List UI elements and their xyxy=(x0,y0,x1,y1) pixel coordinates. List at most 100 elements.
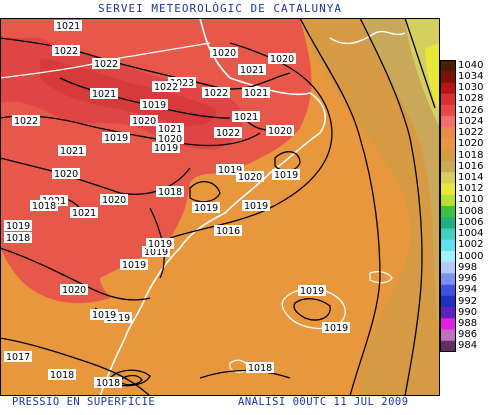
isobar-label: 1018 xyxy=(246,362,274,374)
isobar-value: 1022 xyxy=(94,59,118,70)
legend-label: 998 xyxy=(458,261,478,273)
isobar-value: 1019 xyxy=(148,239,172,250)
legend-label: 986 xyxy=(458,329,478,341)
pressure-field-1010 xyxy=(425,43,440,113)
legend-swatch xyxy=(440,104,456,117)
isobar-value: 1018 xyxy=(158,187,182,198)
isobar-label: 1019 xyxy=(146,238,174,250)
legend-label: 996 xyxy=(458,273,478,284)
isobar-label: 1020 xyxy=(52,168,80,180)
legend-label: 990 xyxy=(458,306,478,318)
legend-label: 994 xyxy=(458,284,478,296)
isobar-value: 1020 xyxy=(102,195,126,206)
legend-swatch xyxy=(440,284,456,297)
legend-swatch xyxy=(440,60,456,72)
legend-swatch xyxy=(440,127,456,139)
isobar-label: 1019 xyxy=(120,259,148,271)
isobar-label: 1021 xyxy=(90,88,118,100)
isobar-value: 1019 xyxy=(142,100,166,111)
isobar-value: 1021 xyxy=(60,146,84,157)
legend-swatch xyxy=(440,93,456,106)
legend-label: 1028 xyxy=(458,93,484,105)
isobar-label: 1023 xyxy=(168,77,196,89)
isobar-value: 1020 xyxy=(62,285,86,296)
legend-label: 1012 xyxy=(458,183,484,195)
isobar-value: 1018 xyxy=(96,378,120,389)
coastline-north xyxy=(329,30,406,45)
isobar-value: 1019 xyxy=(92,310,116,321)
isobar-label: 1018 xyxy=(94,377,122,389)
isobar-value: 1019 xyxy=(244,201,268,212)
legend-label: 1000 xyxy=(458,250,484,262)
isobar-value: 1021 xyxy=(72,208,96,219)
isobar-label: 1018 xyxy=(4,232,32,244)
isobar-value: 1021 xyxy=(240,65,264,76)
isobar-label: 1020 xyxy=(268,53,296,65)
isobar-label: 1018 xyxy=(30,200,58,212)
isobar-label: 1021 xyxy=(232,111,260,123)
pressure-field-1026 xyxy=(40,58,216,127)
isobar-value: 1019 xyxy=(218,165,242,176)
legend-label: 1024 xyxy=(458,115,484,127)
legend-swatch xyxy=(440,206,456,218)
legend-label: 1002 xyxy=(458,239,484,251)
legend-label: 1020 xyxy=(458,138,484,150)
isobar-value: 1020 xyxy=(268,126,292,137)
isobar-label: 1019 xyxy=(242,200,270,212)
isobar-value: 1021 xyxy=(244,88,268,99)
isobar-value: 1017 xyxy=(6,352,30,363)
isobar-value: 1018 xyxy=(248,363,272,374)
isobar-label: 1021 xyxy=(238,64,266,76)
legend-label: 988 xyxy=(458,317,478,329)
pressure-field-1014 xyxy=(360,18,440,348)
legend-swatch xyxy=(440,71,456,83)
isobar-label: 1019 xyxy=(90,309,118,321)
legend-label: 1018 xyxy=(458,149,484,161)
isobar-label: 1017 xyxy=(4,351,32,363)
isobar-value: 1022 xyxy=(54,46,78,57)
legend-label: 1026 xyxy=(458,104,484,116)
map-title: SERVEI METEOROLÒGIC DE CATALUNYA xyxy=(98,2,342,15)
isobar-label: 1016 xyxy=(214,225,242,237)
legend-label: 1022 xyxy=(458,127,484,138)
isobar-label: 1021 xyxy=(242,87,270,99)
isobar-value: 1020 xyxy=(158,134,182,145)
isobar-value: 1018 xyxy=(6,233,30,244)
isobar-label: 1022 xyxy=(214,127,242,139)
isobar-value: 1019 xyxy=(300,286,324,297)
footer-analysis-time: ANÀLISI 00UTC 11 JUL 2009 xyxy=(238,396,409,408)
isobar-label: 1020 xyxy=(156,133,184,145)
isobar-label: 1019 xyxy=(272,169,300,181)
footer-variable: PRESSIÓ EN SUPERFÍCIE xyxy=(12,396,156,408)
isobar-label: 1021 xyxy=(58,145,86,157)
isobar-label: 1022 xyxy=(12,115,40,127)
pressure-field-1016 xyxy=(300,18,440,396)
legend-label: 1014 xyxy=(458,171,484,183)
legend-swatch xyxy=(440,172,456,184)
isobar-value: 1021 xyxy=(92,89,116,100)
legend-swatch xyxy=(440,217,456,229)
isobar-value: 1021 xyxy=(56,21,80,32)
isobar-value: 1020 xyxy=(212,48,236,59)
isobar-value: 1019 xyxy=(144,247,168,258)
isobar-label: 1019 xyxy=(298,285,326,297)
legend-swatch xyxy=(440,116,456,128)
legend-label: 1034 xyxy=(458,70,484,82)
legend-swatch xyxy=(440,295,456,308)
isobar-value: 1019 xyxy=(194,203,218,214)
isobar-value: 1019 xyxy=(324,323,348,334)
isobar-value: 1022 xyxy=(216,128,240,139)
isobar-label: 1019 xyxy=(322,322,350,334)
legend-swatch xyxy=(440,161,456,173)
isobar-label: 1021 xyxy=(156,123,184,135)
isobar-label: 1022 xyxy=(202,87,230,99)
isobar-label: 1019 xyxy=(140,99,168,111)
isobar-value: 1023 xyxy=(170,78,194,89)
legend-swatch xyxy=(440,340,456,352)
legend-swatch xyxy=(440,183,456,196)
pressure-map: 1021 1022 1022 1020 1020 1021 1023 1022 … xyxy=(0,18,440,396)
island-menorca xyxy=(369,271,393,284)
legend-label: 1004 xyxy=(458,228,484,240)
isobar-value: 1019 xyxy=(106,313,130,324)
isobar-value: 1021 xyxy=(234,112,258,123)
